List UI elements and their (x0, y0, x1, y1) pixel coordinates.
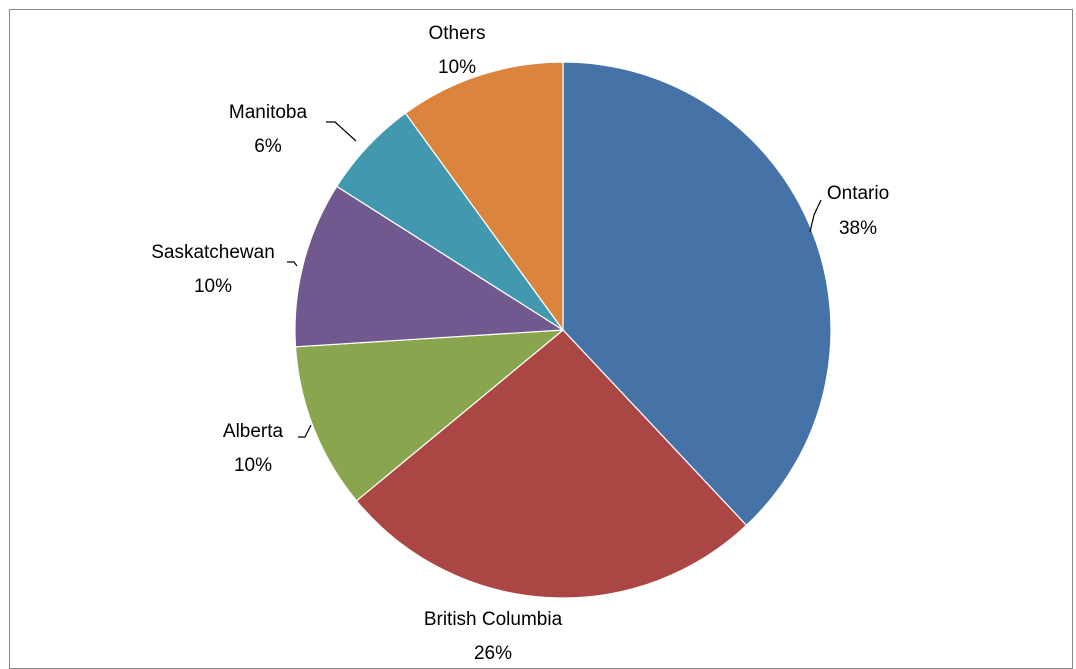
slice-percent-british-columbia: 26% (474, 643, 512, 664)
leader-line-alberta (298, 424, 312, 438)
pie-slice-others (404, 61, 564, 331)
leader-line-ontario (809, 199, 822, 233)
slice-percent-manitoba: 6% (254, 136, 282, 157)
slice-percent-alberta: 10% (234, 455, 272, 476)
slice-percent-ontario: 38% (839, 218, 877, 239)
slice-label-ontario: Ontario (827, 183, 889, 204)
slice-label-others: Others (428, 23, 485, 44)
slice-label-british-columbia: British Columbia (424, 609, 563, 630)
pie-slice-british-columbia (355, 329, 748, 599)
pie-slice-ontario (562, 61, 832, 526)
pie-slice-saskatchewan (294, 185, 564, 348)
leader-line-saskatchewan (287, 261, 298, 267)
slice-percent-others: 10% (438, 57, 476, 78)
slice-label-manitoba: Manitoba (229, 102, 308, 123)
data-labels: Ontario 38% British Columbia 26% Alberta 10% S… (151, 23, 889, 664)
leader-line-manitoba (326, 121, 357, 142)
pie-slices (294, 61, 832, 599)
slice-label-alberta: Alberta (223, 421, 284, 442)
leader-lines (287, 121, 822, 438)
slice-label-saskatchewan: Saskatchewan (151, 242, 275, 263)
pie-slice-alberta (294, 329, 564, 502)
slice-percent-saskatchewan: 10% (194, 276, 232, 297)
